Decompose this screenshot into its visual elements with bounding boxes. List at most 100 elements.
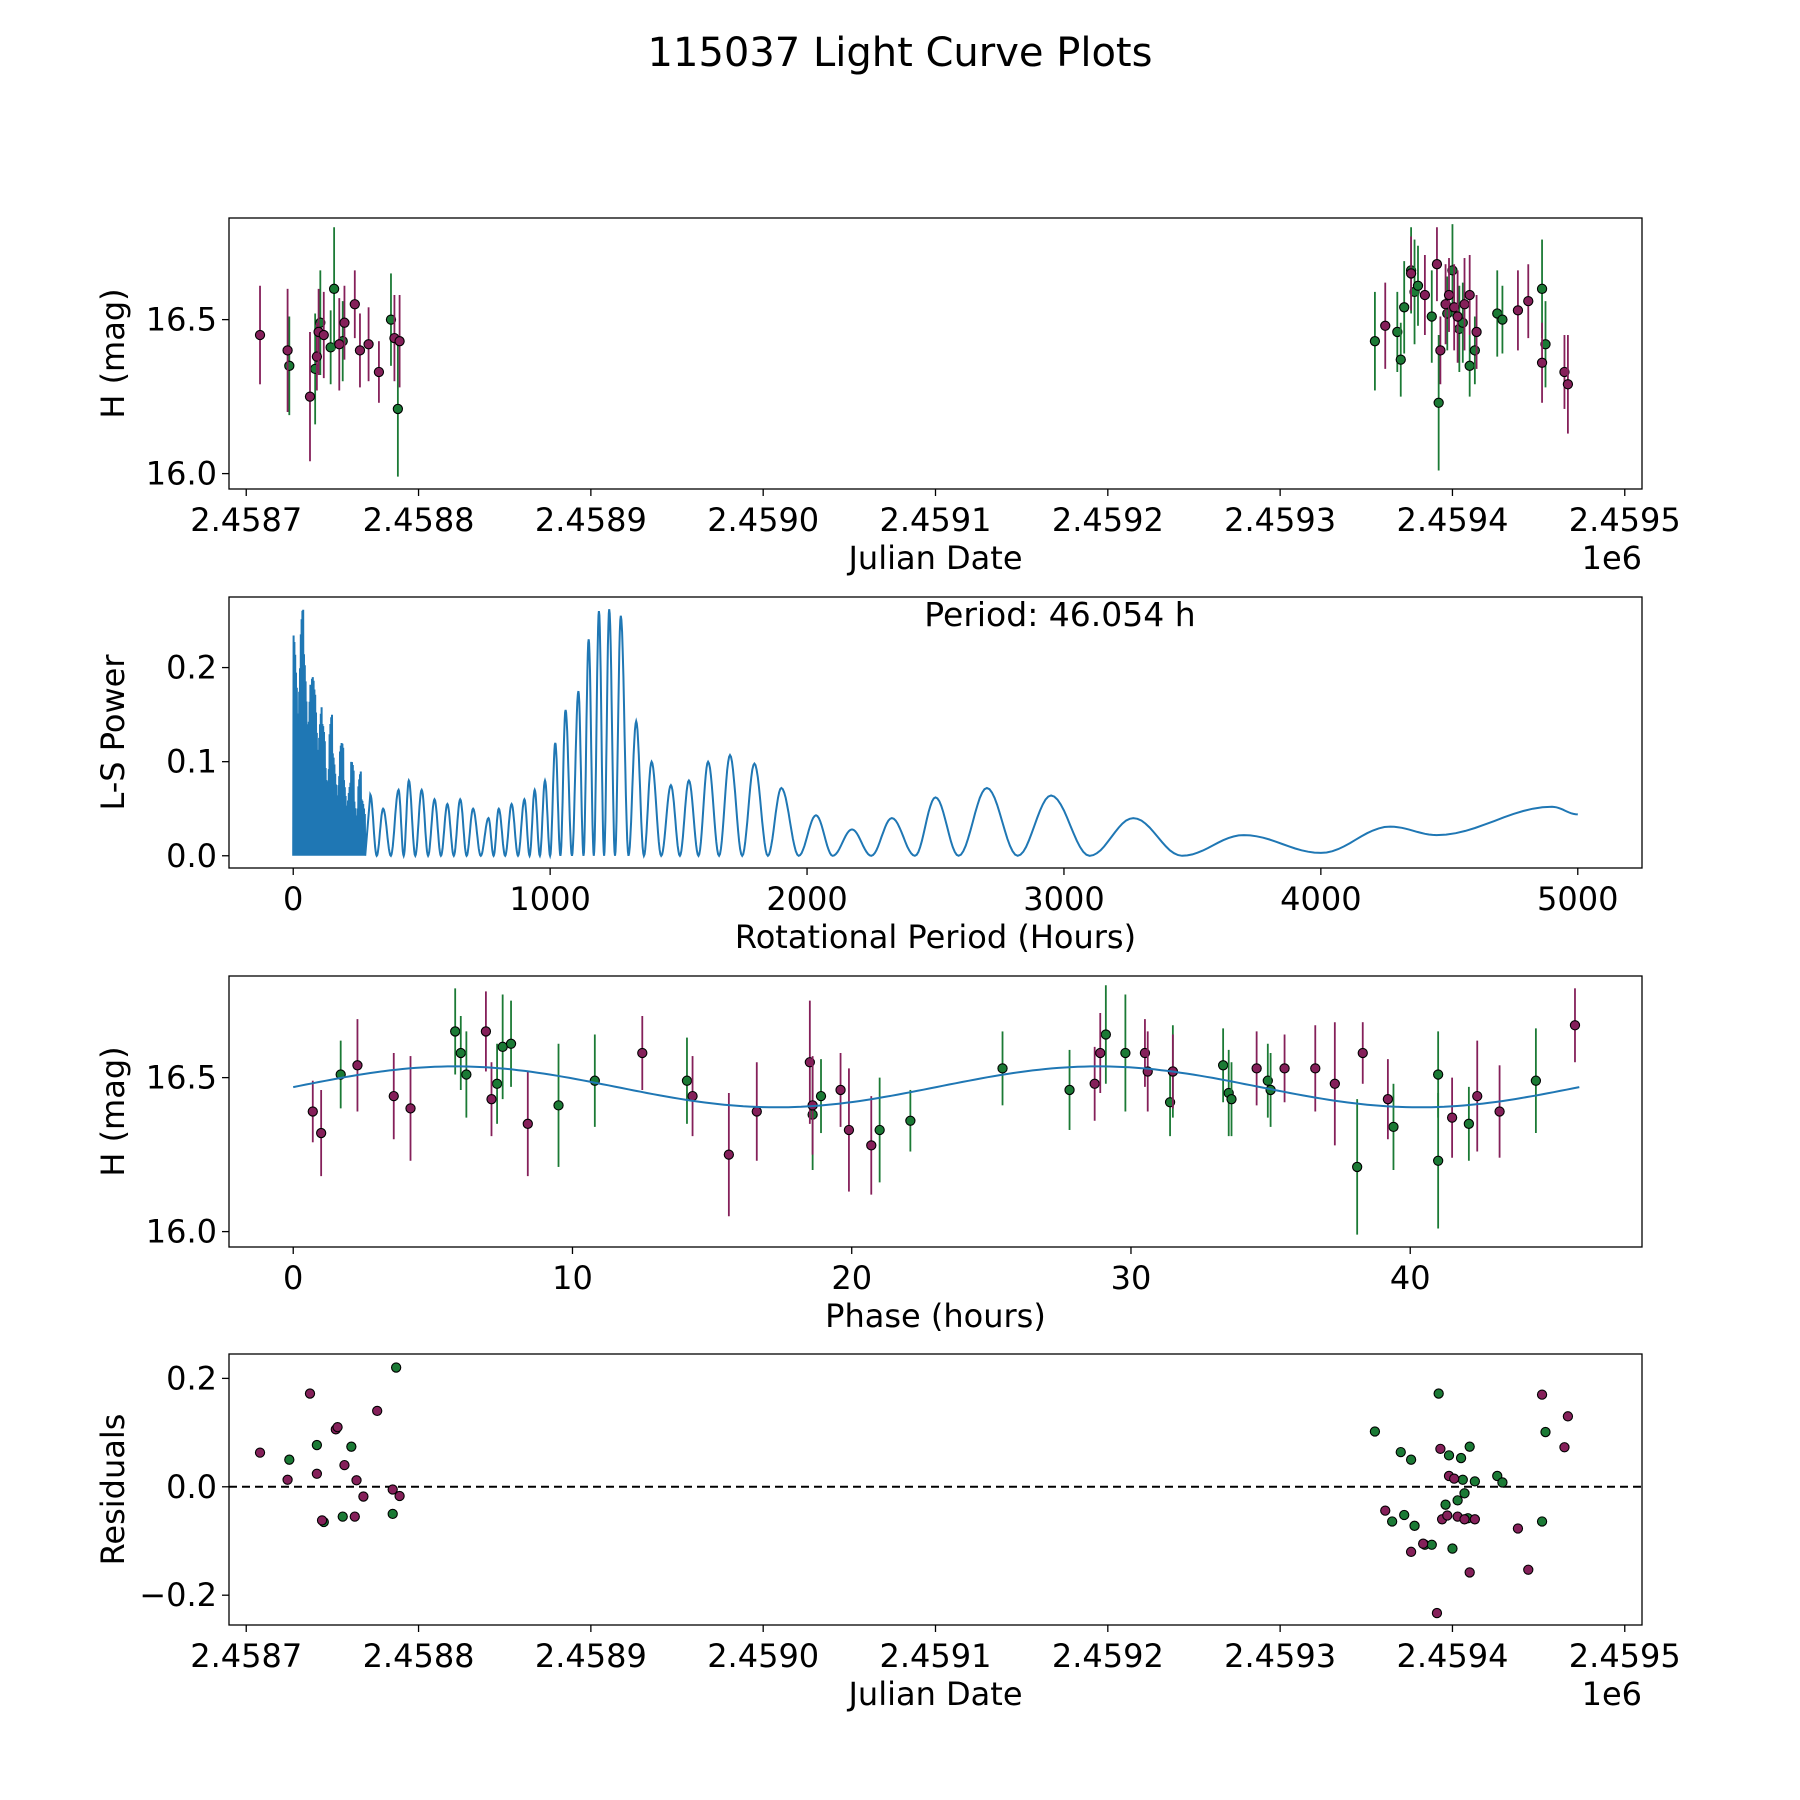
data-point: [1405, 1454, 1417, 1465]
data-point: [307, 1106, 318, 1117]
series-filter_b: [307, 988, 1581, 1217]
data-point: [1452, 311, 1463, 322]
data-point: [1435, 345, 1446, 356]
phased-curve-panel: 0 10 20 30 40 16.0 16.5 Phase (hours) H (mag): [94, 975, 1643, 1335]
x-tick-label: 2.4592: [1052, 501, 1164, 539]
x-axis-label: Julian Date: [846, 1675, 1022, 1713]
periodogram-panel: Period: 46.054 h 0 1000 2000 3000 4000 5000 0.…: [94, 595, 1643, 956]
data-point: [522, 1118, 533, 1129]
data-point: [1392, 326, 1403, 338]
data-point: [1369, 336, 1381, 347]
period-annotation: Period: 46.054 h: [924, 595, 1195, 634]
data-point: [354, 345, 366, 356]
x-axis-label: Julian Date: [846, 539, 1022, 577]
data-point: [1494, 1106, 1505, 1117]
data-point: [1464, 1567, 1475, 1578]
data-point: [1380, 1505, 1391, 1516]
data-point: [1512, 305, 1524, 316]
x-tick-label: 2.4590: [707, 1637, 819, 1675]
data-point: [337, 1511, 348, 1522]
plot-area: [254, 224, 1574, 477]
x-tick-label: 2.4588: [363, 501, 475, 539]
data-point: [1540, 339, 1551, 350]
data-point: [1095, 1047, 1106, 1059]
x-tick-label: 2.4589: [535, 1637, 647, 1675]
data-point: [553, 1100, 564, 1111]
data-point: [332, 1422, 343, 1433]
data-point: [282, 1474, 293, 1485]
data-point: [1523, 1564, 1534, 1575]
data-point: [1446, 1112, 1458, 1123]
data-point: [405, 1103, 416, 1114]
data-point: [1395, 1446, 1406, 1458]
series-filter_b: [254, 1388, 1574, 1619]
data-point: [1464, 1441, 1475, 1452]
series-filter_a: [284, 1362, 1551, 1554]
x-tick-label: 0: [283, 880, 303, 918]
data-point: [1512, 1523, 1524, 1534]
y-tick-label: 16.0: [146, 455, 217, 493]
data-point: [1120, 1047, 1131, 1059]
data-point: [318, 329, 329, 341]
data-point: [1426, 311, 1437, 322]
y-axis-label: H (mag): [94, 1046, 132, 1176]
data-point: [1432, 1069, 1444, 1080]
data-point: [1426, 1539, 1437, 1550]
series-filter_a: [335, 985, 1542, 1235]
data-point: [284, 1454, 295, 1465]
data-point: [1386, 1516, 1398, 1527]
y-tick-label: 0.2: [166, 649, 217, 687]
data-point: [304, 391, 316, 402]
data-point: [1405, 268, 1417, 279]
x-tick-label: 0: [283, 1259, 303, 1297]
data-point: [1405, 1546, 1417, 1557]
data-point: [1452, 1495, 1463, 1506]
data-point: [1433, 1388, 1444, 1399]
residuals-panel: 2.4587 2.4588 2.4589 2.4590 2.4591 2.4592 2.45…: [94, 1353, 1681, 1713]
data-point: [997, 1063, 1008, 1074]
data-point: [1469, 1476, 1481, 1487]
data-point: [334, 339, 345, 350]
data-point: [358, 1491, 369, 1502]
x-tick-label: 2.4594: [1396, 501, 1508, 539]
data-point: [1469, 345, 1481, 356]
data-point: [461, 1069, 472, 1080]
data-point: [1559, 366, 1570, 378]
x-tick-label: 2.4592: [1052, 1637, 1164, 1675]
data-point: [1418, 1538, 1429, 1549]
data-point: [866, 1140, 877, 1151]
data-point: [316, 1127, 327, 1139]
data-point: [311, 1439, 323, 1451]
data-point: [1440, 1499, 1451, 1510]
x-tick-label: 2.4587: [190, 1637, 302, 1675]
data-point: [304, 1388, 316, 1399]
data-point: [352, 1060, 363, 1071]
data-point: [1089, 1078, 1100, 1089]
data-point: [346, 1441, 357, 1452]
data-point: [1469, 1514, 1481, 1525]
data-point: [1435, 1443, 1446, 1454]
x-tick-label: 4000: [1280, 880, 1361, 918]
data-point: [316, 1515, 328, 1526]
data-point: [1395, 354, 1406, 365]
data-point: [874, 1124, 885, 1136]
data-point: [450, 1026, 461, 1037]
data-point: [1457, 1474, 1468, 1485]
data-point: [1369, 1426, 1381, 1437]
data-point: [328, 283, 340, 294]
y-tick-label: 0.1: [166, 743, 217, 781]
x-tick-label: 2.4588: [363, 1637, 475, 1675]
data-point: [1431, 259, 1443, 270]
data-point: [1409, 1520, 1420, 1531]
data-point: [1530, 1075, 1542, 1086]
data-point: [1352, 1161, 1363, 1173]
data-point: [1536, 1389, 1548, 1400]
x-tick-label: 2.4587: [190, 501, 302, 539]
data-point: [390, 1362, 402, 1373]
y-axis-label: H (mag): [94, 288, 132, 418]
data-point: [1399, 302, 1410, 313]
data-point: [254, 1447, 266, 1458]
data-point: [1463, 1118, 1475, 1129]
data-point: [1380, 320, 1391, 331]
